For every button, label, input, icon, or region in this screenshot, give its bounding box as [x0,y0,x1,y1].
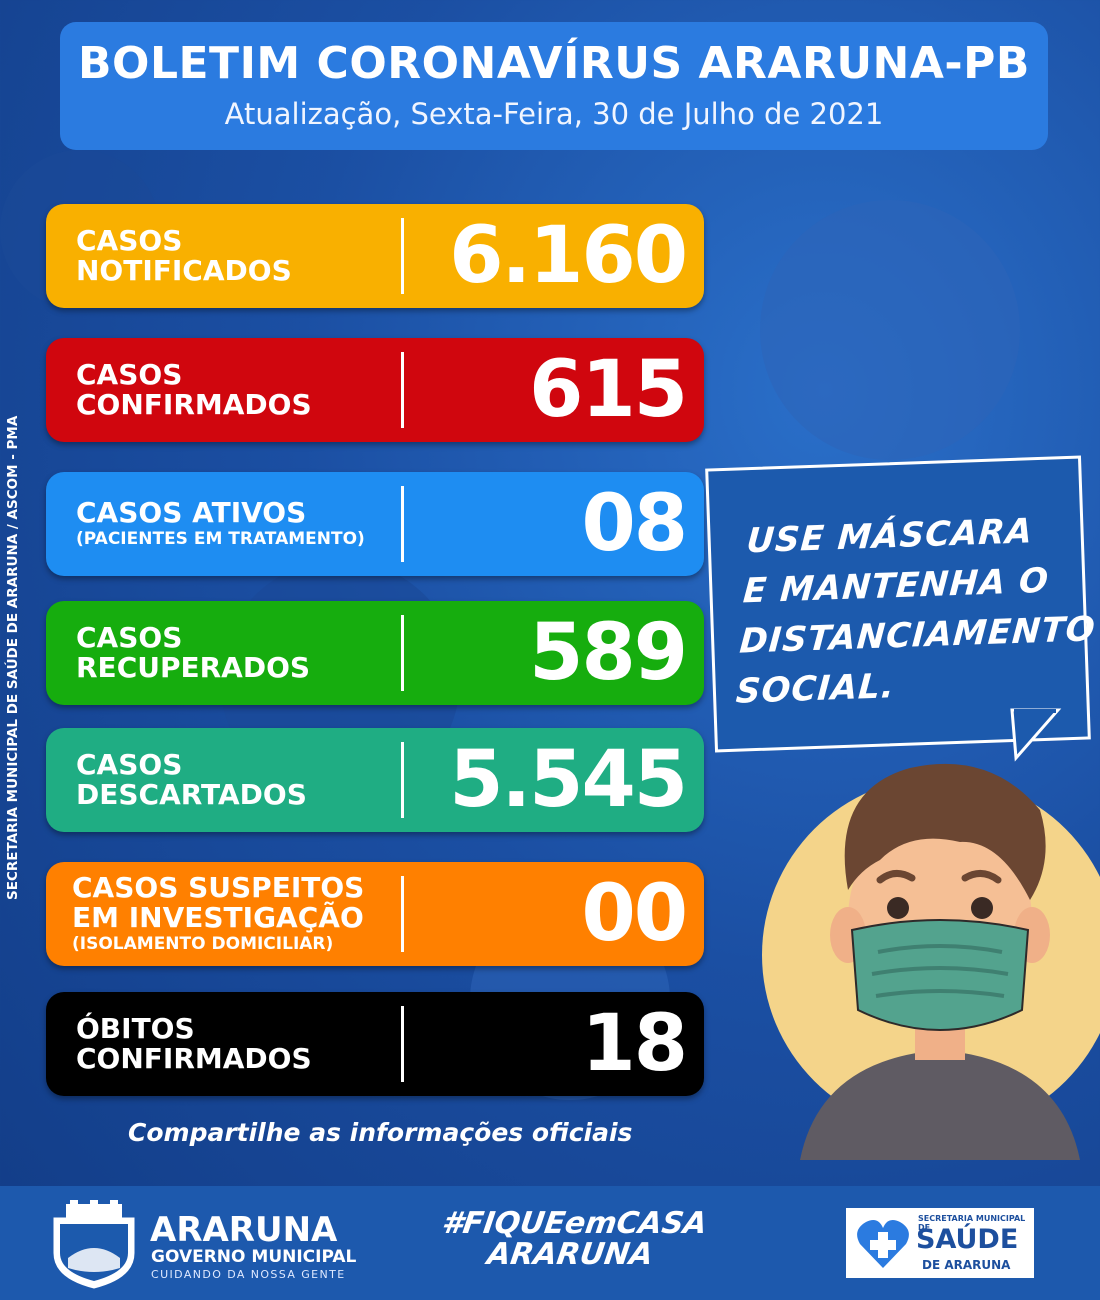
card-obitos: ÓBITOS CONFIRMADOS 18 [46,992,704,1096]
card-label: CASOS [76,748,183,781]
card-divider [401,218,404,294]
health-dept-line: DE ARARUNA [922,1258,1011,1272]
card-sublabel: (ISOLAMENTO DOMICILIAR) [72,934,334,954]
card-notificados: CASOS NOTIFICADOS 6.160 [46,204,704,308]
health-department-logo: SECRETARIA MUNICIPAL DE SAÚDE DE ARARUNA [846,1208,1034,1278]
card-label: DESCARTADOS [76,778,307,811]
card-divider [401,352,404,428]
card-divider [401,1006,404,1082]
health-dept-name: SAÚDE [916,1224,1019,1255]
araruna-crest-logo [53,1200,135,1289]
heart-cross-icon [857,1220,909,1268]
card-descartados: CASOS DESCARTADOS 5.545 [46,728,704,832]
bubble-line: USE MÁSCARA [745,511,1035,562]
bubble-line: SOCIAL. [734,666,897,712]
hashtag-line: ARARUNA [484,1237,656,1272]
card-label: CASOS SUSPEITOS [72,871,365,904]
bubble-line: E MANTENHA O [741,560,1051,612]
hashtag-logo: #FIQUEemCASA ARARUNA [436,1206,710,1272]
municipality-name: ARARUNA [150,1210,338,1250]
card-label: ÓBITOS [76,1012,195,1045]
card-divider [401,876,404,952]
card-label: CASOS [76,358,183,391]
card-value: 00 [581,869,688,959]
card-label: EM INVESTIGAÇÃO [72,901,364,934]
card-value: 6.160 [449,211,688,301]
card-divider [401,486,404,562]
virus-decoration [760,200,1020,460]
card-label: CONFIRMADOS [76,388,312,421]
municipality-tagline: CUIDANDO DA NOSSA GENTE [151,1268,346,1281]
card-label: CONFIRMADOS [76,1042,312,1075]
page-title: BOLETIM CORONAVÍRUS ARARUNA-PB [78,38,1030,89]
card-divider [401,742,404,818]
hashtag-line: #FIQUEemCASA [439,1206,710,1241]
card-recuperados: CASOS RECUPERADOS 589 [46,601,704,705]
card-divider [401,615,404,691]
card-confirmados: CASOS CONFIRMADOS 615 [46,338,704,442]
card-label: CASOS ATIVOS [76,496,307,529]
health-dept-line: SECRETARIA MUNICIPAL DE [918,1214,1026,1232]
bulletin-header: BOLETIM CORONAVÍRUS ARARUNA-PB Atualizaç… [60,22,1048,150]
card-label: CASOS [76,621,183,654]
card-value: 08 [581,479,688,569]
share-message: Compartilhe as informações oficiais [128,1118,633,1147]
card-label: RECUPERADOS [76,651,311,684]
card-value: 5.545 [449,735,688,825]
footer: ARARUNA GOVERNO MUNICIPAL CUIDANDO DA NO… [0,1186,1100,1300]
card-label: NOTIFICADOS [76,254,292,287]
municipality-subtitle: GOVERNO MUNICIPAL [151,1247,357,1267]
card-value: 18 [581,999,688,1089]
card-sublabel: (PACIENTES EM TRATAMENTO) [76,529,365,549]
card-label: CASOS [76,224,183,257]
card-ativos: CASOS ATIVOS (PACIENTES EM TRATAMENTO) 08 [46,472,704,576]
card-value: 589 [529,608,688,698]
masked-person-illustration [762,763,1100,1160]
bubble-line: DISTANCIAMENTO [738,609,1097,662]
card-suspeitos: CASOS SUSPEITOS EM INVESTIGAÇÃO (ISOLAMENT… [46,862,704,966]
speech-bubble-tail [1010,708,1062,762]
update-date: Atualização, Sexta-Feira, 30 de Julho de… [224,97,884,131]
vertical-credit: SECRETARIA MUNICIPAL DE SAÚDE DE ARARUNA… [5,415,21,900]
card-value: 615 [529,345,688,435]
